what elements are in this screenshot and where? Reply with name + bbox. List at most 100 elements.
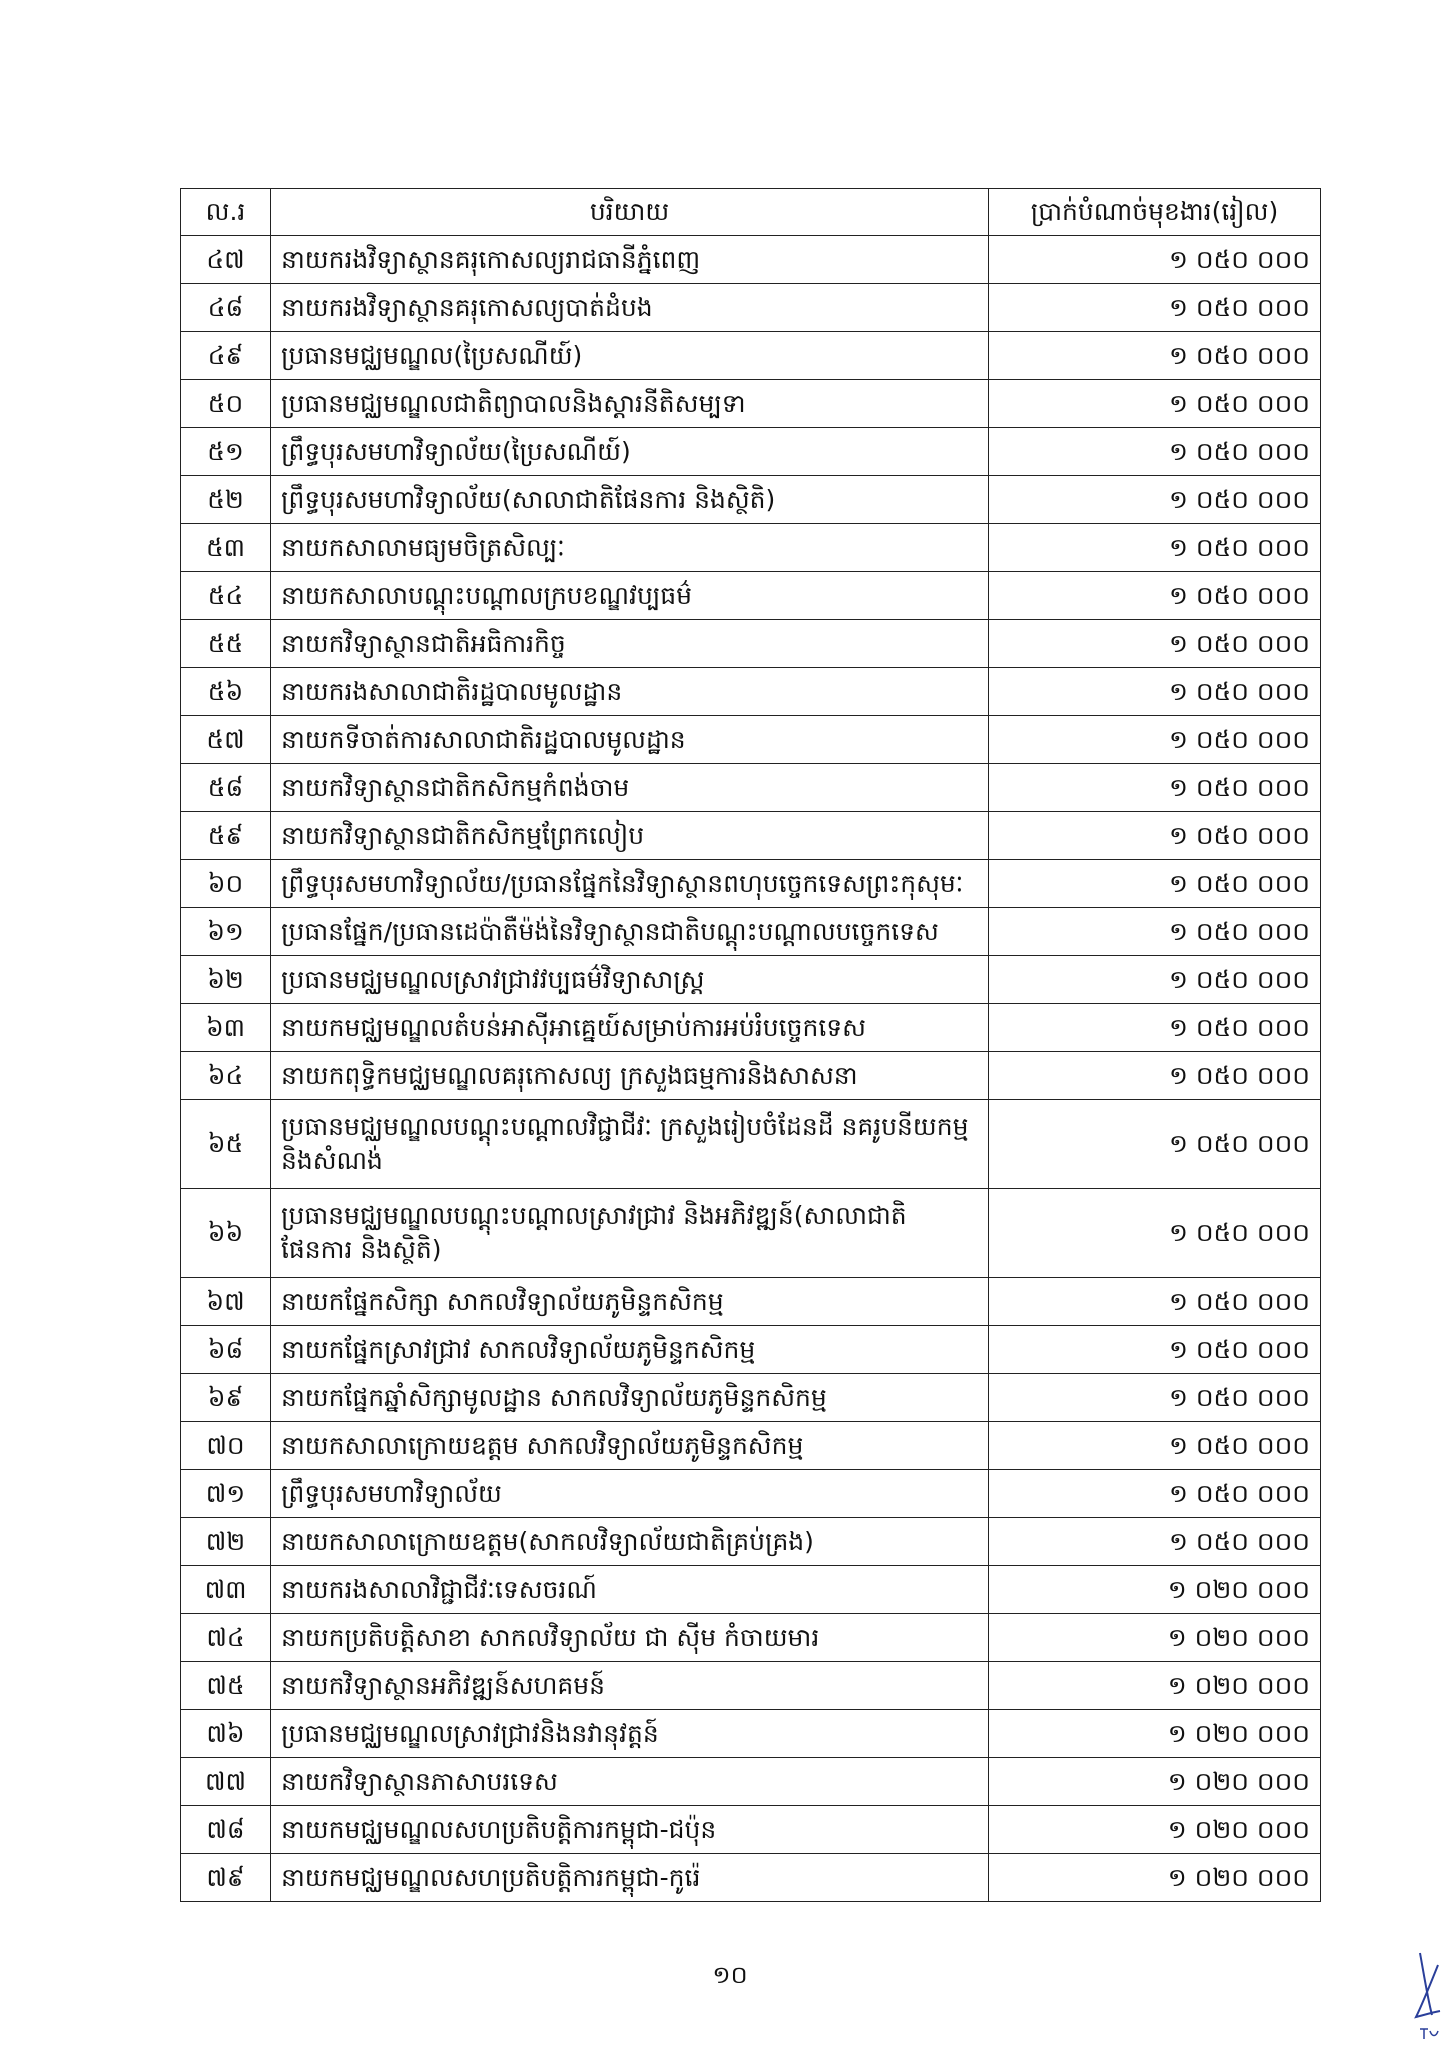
row-number: ៧៥ [180, 1661, 271, 1710]
table-row: ៧១ ព្រឹទ្ធបុរសមហាវិទ្យាល័យ១ ០៥០ ០០០ [180, 1469, 1321, 1518]
table-row: ៥៣ នាយកសាលាមធ្យមចិត្រសិល្បៈ១ ០៥០ ០០០ [180, 523, 1321, 572]
row-amount: ១ ០២០ ០០០ [988, 1565, 1321, 1614]
row-description: នាយកសាលាមធ្យមចិត្រសិល្បៈ [270, 523, 989, 572]
row-amount: ១ ០៥០ ០០០ [988, 379, 1321, 428]
table-row: ៥១ ព្រឹទ្ធបុរសមហាវិទ្យាល័យ(ប្រៃសណីយ៍) ១ ០៥… [180, 427, 1321, 476]
table-row: ៦០ ព្រឹទ្ធបុរសមហាវិទ្យាល័យ/ប្រធានផ្នែកនៃវ… [180, 859, 1321, 908]
row-description: នាយកផ្នែកឆ្នាំសិក្សាមូលដ្ឋាន សាកលវិទ្យាល… [270, 1373, 989, 1422]
row-description: ប្រធានមជ្ឈមណ្ឌលបណ្តុះបណ្តាលស្រាវជ្រាវ និ… [270, 1188, 989, 1278]
table-row: ៤៩ ប្រធានមជ្ឈមណ្ឌល(ប្រៃសណីយ៍) ១ ០៥០ ០០០ [180, 331, 1321, 380]
row-description: នាយកពុទ្ធិកមជ្ឈមណ្ឌលគរុកោសល្យ ក្រសួងធម្ម… [270, 1051, 989, 1100]
row-description: ប្រធានមជ្ឈមណ្ឌលស្រាវជ្រាវនិងនវានុវត្តន៍ [270, 1709, 989, 1758]
row-amount: ១ ០២០ ០០០ [988, 1613, 1321, 1662]
row-number: ៦០ [180, 859, 271, 908]
row-number: ៦៥ [180, 1099, 271, 1189]
table-row: ៧៥ នាយកវិទ្យាស្ថានអភិវឌ្ឍន៍សហគមន៍១ ០២០ ០០… [180, 1661, 1321, 1710]
row-number: ៥៥ [180, 619, 271, 668]
row-amount: ១ ០៥០ ០០០ [988, 1003, 1321, 1052]
row-amount: ១ ០២០ ០០០ [988, 1709, 1321, 1758]
row-number: ៥៨ [180, 763, 271, 812]
row-description: ប្រធានមជ្ឈមណ្ឌលបណ្តុះបណ្តាលវិជ្ជាជីវៈ ក្… [270, 1099, 989, 1189]
table-row: ៥៥ នាយកវិទ្យាស្ថានជាតិអធិការកិច្ច១ ០៥០ ០០… [180, 619, 1321, 668]
row-amount: ១ ០២០ ០០០ [988, 1757, 1321, 1806]
table-row: ៥២ ព្រឹទ្ធបុរសមហាវិទ្យាល័យ(សាលាជាតិផែនការ… [180, 475, 1321, 524]
row-number: ៧៧ [180, 1757, 271, 1806]
row-description: នាយកសាលាក្រោយឧត្តម សាកលវិទ្យាល័យភូមិន្ទក… [270, 1421, 989, 1470]
table-row: ៦៣ នាយកមជ្ឈមណ្ឌលតំបន់អាស៊ីអាគ្នេយ៍សម្រាប់… [180, 1003, 1321, 1052]
table-row: ៥៦ នាយករងសាលាជាតិរដ្ឋបាលមូលដ្ឋាន១ ០៥០ ០០០ [180, 667, 1321, 716]
row-description: នាយកវិទ្យាស្ថានអភិវឌ្ឍន៍សហគមន៍ [270, 1661, 989, 1710]
row-amount: ១ ០៥០ ០០០ [988, 907, 1321, 956]
row-amount: ១ ០៥០ ០០០ [988, 523, 1321, 572]
row-amount: ១ ០៥០ ០០០ [988, 1277, 1321, 1326]
row-amount: ១ ០៥០ ០០០ [988, 1517, 1321, 1566]
table-row: ៧៤ នាយកប្រតិបត្តិសាខា សាកលវិទ្យាល័យ ជា ស៊… [180, 1613, 1321, 1662]
row-description: នាយកវិទ្យាស្ថានភាសាបរទេស [270, 1757, 989, 1806]
row-number: ៧២ [180, 1517, 271, 1566]
row-amount: ១ ០៥០ ០០០ [988, 571, 1321, 620]
table-row: ៧២ នាយកសាលាក្រោយឧត្តម(សាកលវិទ្យាល័យជាតិគ្… [180, 1517, 1321, 1566]
row-number: ៦៧ [180, 1277, 271, 1326]
row-amount: ១ ០៥០ ០០០ [988, 763, 1321, 812]
row-amount: ១ ០៥០ ០០០ [988, 1051, 1321, 1100]
row-number: ៦១ [180, 907, 271, 956]
row-number: ៧៩ [180, 1853, 271, 1902]
header-number: ល.រ [180, 188, 271, 236]
table-row: ៥៧ នាយកទីចាត់ការសាលាជាតិរដ្ឋបាលមូលដ្ឋាន១ … [180, 715, 1321, 764]
table-row: ៤៧ នាយករងវិទ្យាស្ថានគរុកោសល្យរាជធានីភ្នំព… [180, 235, 1321, 284]
row-amount: ១ ០២០ ០០០ [988, 1805, 1321, 1854]
row-amount: ១ ០៥០ ០០០ [988, 715, 1321, 764]
row-number: ៧០ [180, 1421, 271, 1470]
row-amount: ១ ០៥០ ០០០ [988, 1373, 1321, 1422]
row-amount: ១ ០៥០ ០០០ [988, 331, 1321, 380]
signature-initials [1414, 1952, 1441, 2039]
row-description: ព្រឹទ្ធបុរសមហាវិទ្យាល័យ(ប្រៃសណីយ៍) [270, 427, 989, 476]
row-amount: ១ ០៥០ ០០០ [988, 235, 1321, 284]
row-number: ៦៦ [180, 1188, 271, 1278]
row-amount: ១ ០៥០ ០០០ [988, 1469, 1321, 1518]
table-row: ៥៩ នាយកវិទ្យាស្ថានជាតិកសិកម្មព្រែកលៀប១ ០៥… [180, 811, 1321, 860]
table-row: ៧៧ នាយកវិទ្យាស្ថានភាសាបរទេស១ ០២០ ០០០ [180, 1757, 1321, 1806]
table-row: ៦៨ នាយកផ្នែកស្រាវជ្រាវ សាកលវិទ្យាល័យភូមិន… [180, 1325, 1321, 1374]
table-row: ៦៩ នាយកផ្នែកឆ្នាំសិក្សាមូលដ្ឋាន សាកលវិទ្យ… [180, 1373, 1321, 1422]
row-number: ៦៩ [180, 1373, 271, 1422]
row-number: ៤៨ [180, 283, 271, 332]
row-description: នាយកវិទ្យាស្ថានជាតិអធិការកិច្ច [270, 619, 989, 668]
table-row: ៦១ ប្រធានផ្នែក/ប្រធានដេប៉ាតឺម៉ង់នៃវិទ្យាស… [180, 907, 1321, 956]
row-description: នាយកផ្នែកស្រាវជ្រាវ សាកលវិទ្យាល័យភូមិន្ទ… [270, 1325, 989, 1374]
table-row: ៥០ ប្រធានមជ្ឈមណ្ឌលជាតិព្យាបាលនិងស្តារនីតិ… [180, 379, 1321, 428]
row-description: នាយករងវិទ្យាស្ថានគរុកោសល្យបាត់ដំបង [270, 283, 989, 332]
row-description: ប្រធានផ្នែក/ប្រធានដេប៉ាតឺម៉ង់នៃវិទ្យាស្ថ… [270, 907, 989, 956]
row-amount: ១ ០៥០ ០០០ [988, 859, 1321, 908]
table-row: ៦២ ប្រធានមជ្ឈមណ្ឌលស្រាវជ្រាវវប្បធម៌វិទ្យា… [180, 955, 1321, 1004]
row-amount: ១ ០៥០ ០០០ [988, 1099, 1321, 1189]
row-number: ៥៤ [180, 571, 271, 620]
table-row: ៧៣ នាយករងសាលាវិជ្ជាជីវៈទេសចរណ៍១ ០២០ ០០០ [180, 1565, 1321, 1614]
row-amount: ១ ០៥០ ០០០ [988, 1325, 1321, 1374]
row-amount: ១ ០៥០ ០០០ [988, 955, 1321, 1004]
row-number: ៥៦ [180, 667, 271, 716]
row-number: ៧៤ [180, 1613, 271, 1662]
table-row: ៧៩ នាយកមជ្ឈមណ្ឌលសហប្រតិបត្តិការកម្ពុជា-កូ… [180, 1853, 1321, 1902]
header-amount: ប្រាក់បំណាច់មុខងារ(រៀល) [988, 188, 1321, 236]
row-amount: ១ ០៥០ ០០០ [988, 427, 1321, 476]
row-number: ៧៨ [180, 1805, 271, 1854]
row-description: នាយកសាលាបណ្តុះបណ្តាលក្របខណ្ឌវប្បធម៌ [270, 571, 989, 620]
row-number: ៧១ [180, 1469, 271, 1518]
row-number: ៦៣ [180, 1003, 271, 1052]
row-amount: ១ ០៥០ ០០០ [988, 1421, 1321, 1470]
row-number: ៥២ [180, 475, 271, 524]
row-description: នាយកវិទ្យាស្ថានជាតិកសិកម្មព្រែកលៀប [270, 811, 989, 860]
row-description: នាយករងសាលាវិជ្ជាជីវៈទេសចរណ៍ [270, 1565, 989, 1614]
row-description: នាយកប្រតិបត្តិសាខា សាកលវិទ្យាល័យ ជា ស៊ីម… [270, 1613, 989, 1662]
row-description: ព្រឹទ្ធបុរសមហាវិទ្យាល័យ [270, 1469, 989, 1518]
row-description: នាយកមជ្ឈមណ្ឌលសហប្រតិបត្តិការកម្ពុជា-ជប៉ុ… [270, 1805, 989, 1854]
row-number: ៥០ [180, 379, 271, 428]
table-header-row: ល.រ បរិយាយ ប្រាក់បំណាច់មុខងារ(រៀល) [180, 188, 1321, 236]
row-number: ៦៤ [180, 1051, 271, 1100]
row-number: ៤៧ [180, 235, 271, 284]
row-description: នាយកវិទ្យាស្ថានជាតិកសិកម្មកំពង់ចាម [270, 763, 989, 812]
row-description: ព្រឹទ្ធបុរសមហាវិទ្យាល័យ(សាលាជាតិផែនការ ន… [270, 475, 989, 524]
table-row: ៦៥ ប្រធានមជ្ឈមណ្ឌលបណ្តុះបណ្តាលវិជ្ជាជីវៈ … [180, 1099, 1321, 1189]
table-row: ៦៤ នាយកពុទ្ធិកមជ្ឈមណ្ឌលគរុកោសល្យ ក្រសួងធម… [180, 1051, 1321, 1100]
